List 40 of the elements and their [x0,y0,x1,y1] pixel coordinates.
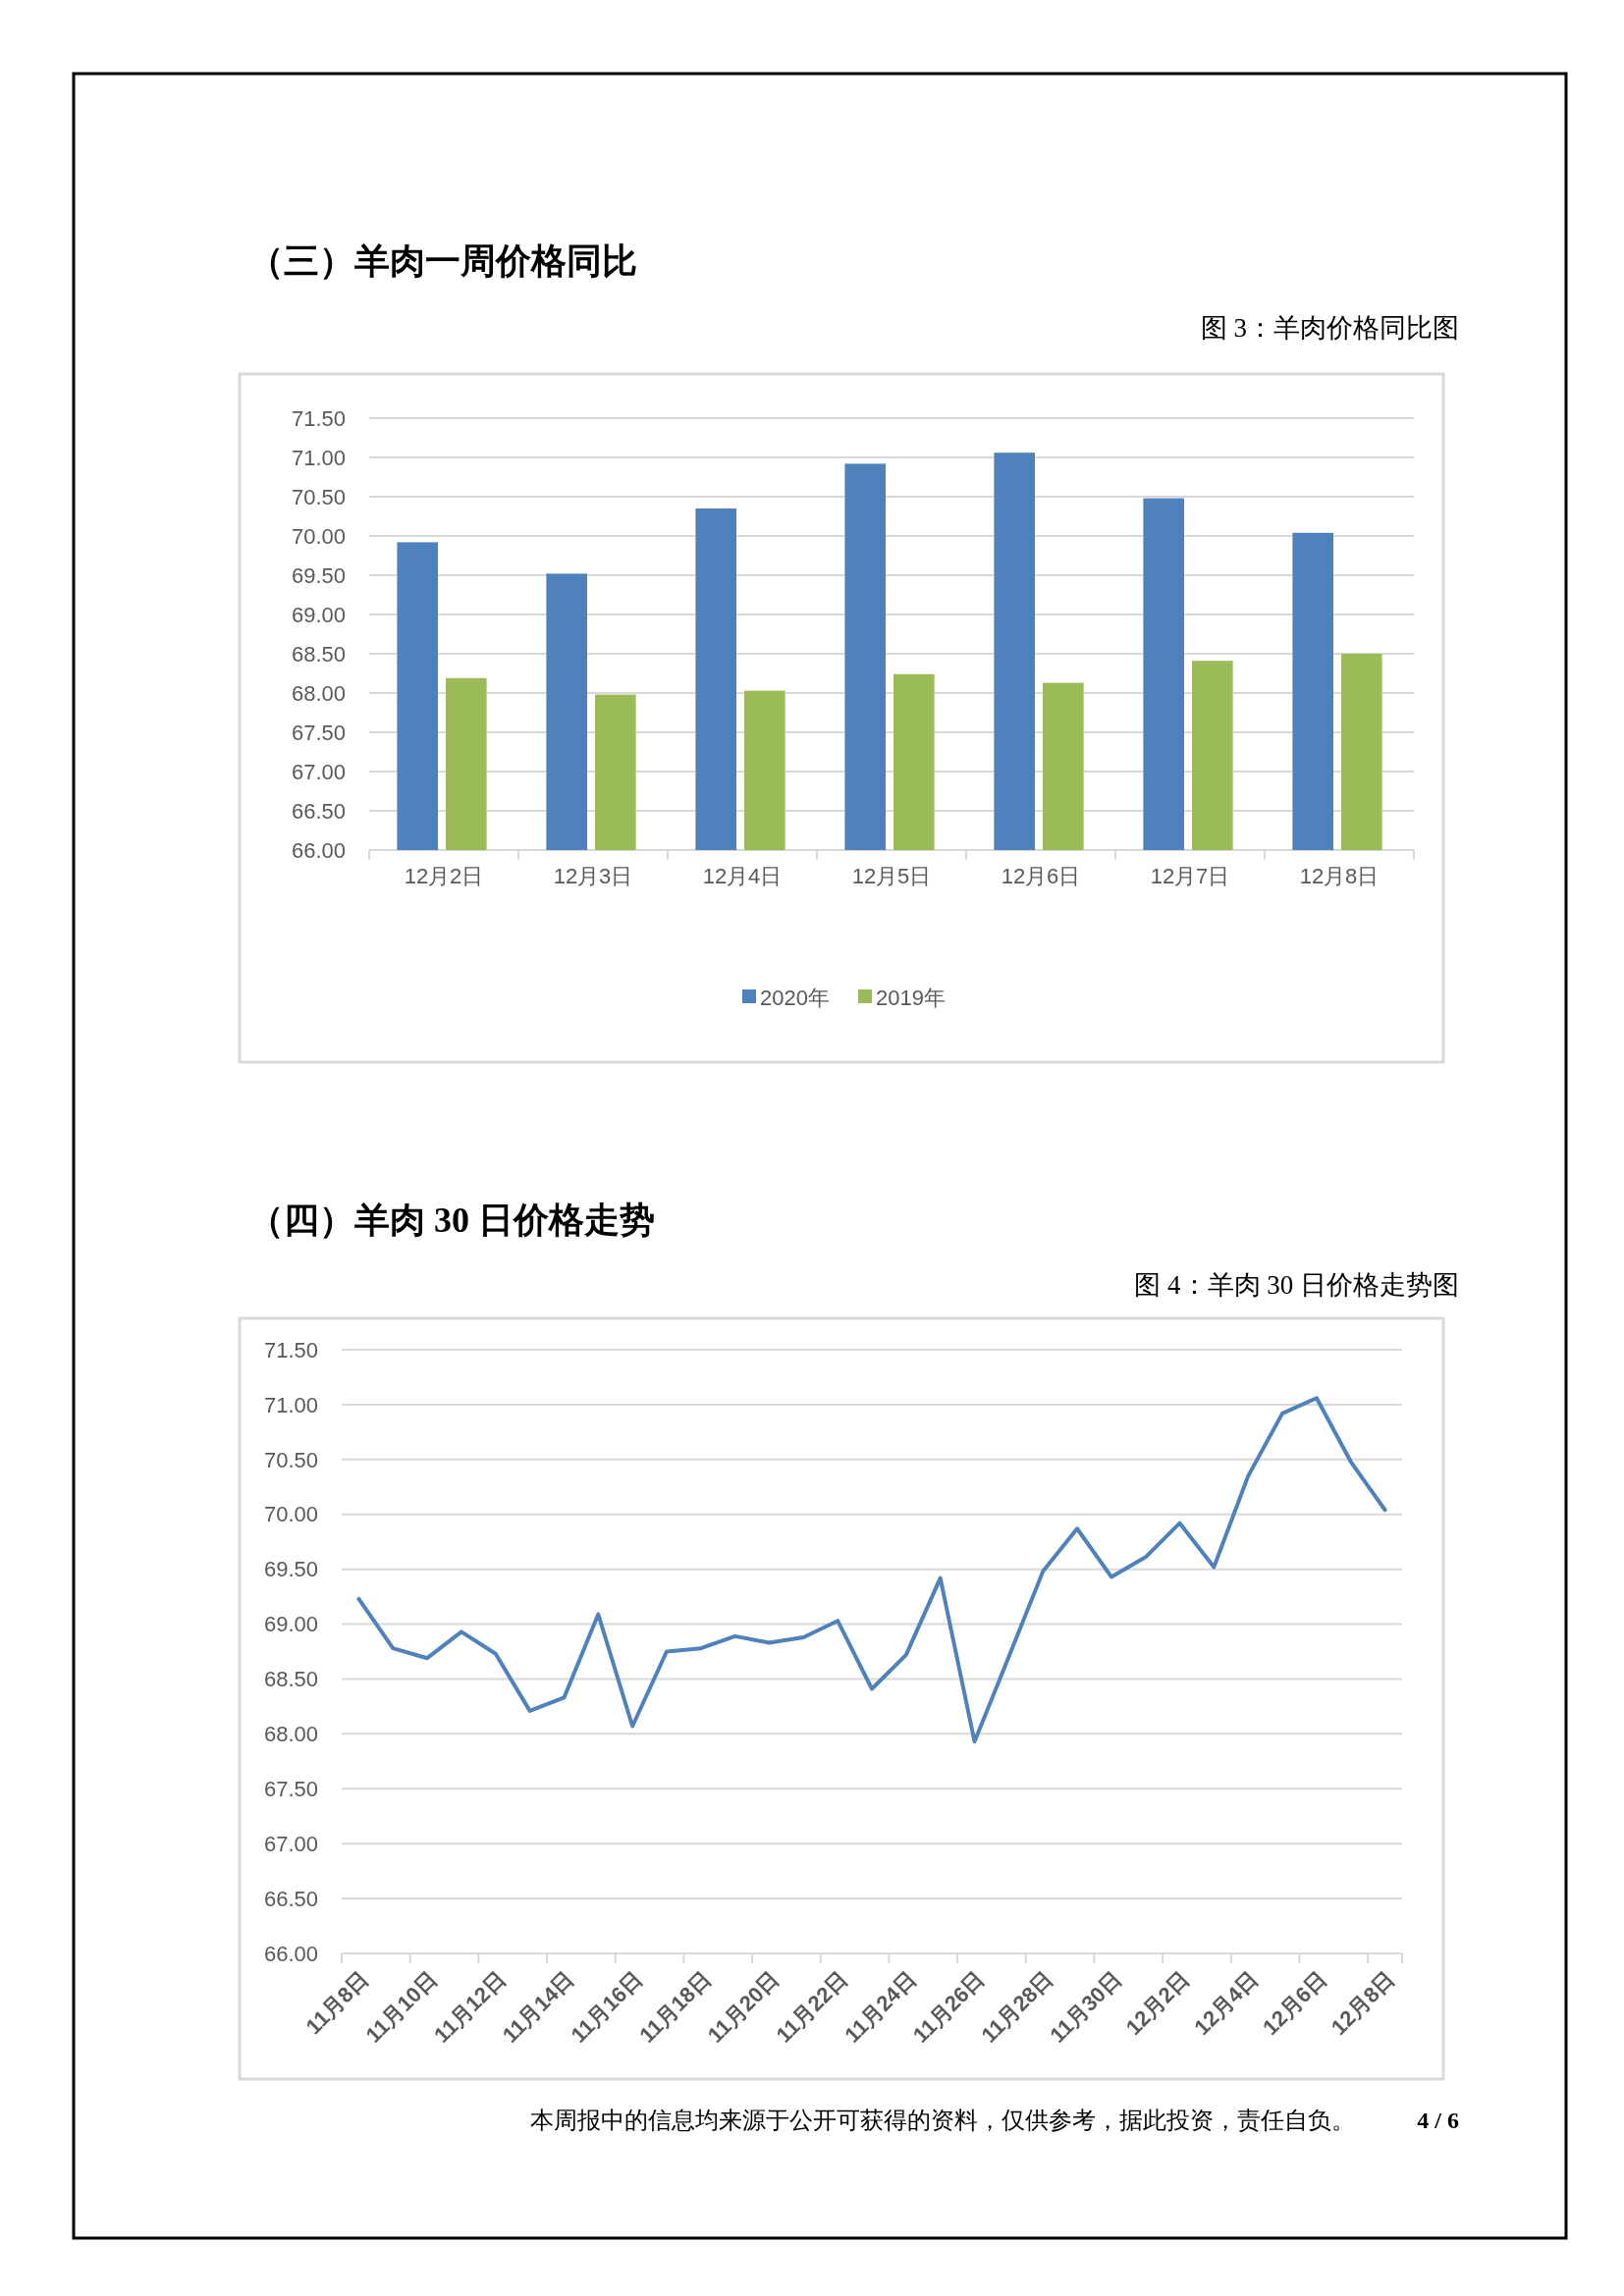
line-series [356,1396,1387,1744]
y-tick-label: 66.50 [263,1886,318,1911]
text: 4 / 6 [1417,2108,1459,2133]
y-tick-label: 68.00 [291,680,346,706]
y-tick-label: 68.00 [263,1722,318,1747]
y-tick-label: 67.50 [263,1776,318,1801]
y-tick-label: 71.00 [263,1392,318,1417]
y-tick-label: 67.00 [263,1831,318,1856]
x-tick-label: 12月5日 [851,864,932,888]
x-tick-label: 12月6日 [1001,864,1081,888]
x-tick-label: 12月7日 [1150,864,1230,888]
y-tick-label: 70.50 [291,484,346,509]
x-tick-label: 12月8日 [1299,864,1380,888]
y-tick-label: 67.50 [291,720,346,745]
text: 本周报中的信息均来源于公开可获得的资料，仅供参考，据此投资，责任自负。 [530,2108,1355,2133]
y-tick-label: 71.50 [263,1337,318,1362]
chart-title: （三）羊肉一周价格同比 [248,241,637,281]
y-tick-label: 70.50 [263,1447,318,1472]
y-tick-label: 71.50 [291,405,346,431]
y-tick-label: 69.50 [263,1557,318,1582]
y-tick-label: 68.50 [263,1667,318,1692]
y-tick-label: 66.50 [291,798,346,824]
chart-subtitle: 图 3：羊肉价格同比图 [1200,313,1459,343]
legend-label: 2019年 [876,985,946,1010]
y-tick-label: 66.00 [291,837,346,863]
legend-label: 2020年 [760,985,830,1010]
y-tick-label: 69.00 [291,602,346,627]
y-tick-label: 66.00 [263,1941,318,1966]
x-tick-label: 12月3日 [553,864,633,888]
y-tick-label: 69.50 [291,562,346,588]
y-tick-label: 67.00 [291,759,346,784]
y-tick-label: 71.00 [291,445,346,470]
x-tick-label: 12月2日 [404,864,484,888]
x-tick-label: 12月4日 [702,864,783,888]
chart-title: （四）羊肉 30 日价格走势 [248,1201,655,1240]
chart-subtitle: 图 4：羊肉 30 日价格走势图 [1134,1270,1459,1300]
y-tick-label: 70.00 [263,1502,318,1527]
y-tick-label: 68.50 [291,641,346,667]
y-tick-label: 70.00 [291,523,346,549]
y-tick-label: 69.00 [263,1612,318,1637]
